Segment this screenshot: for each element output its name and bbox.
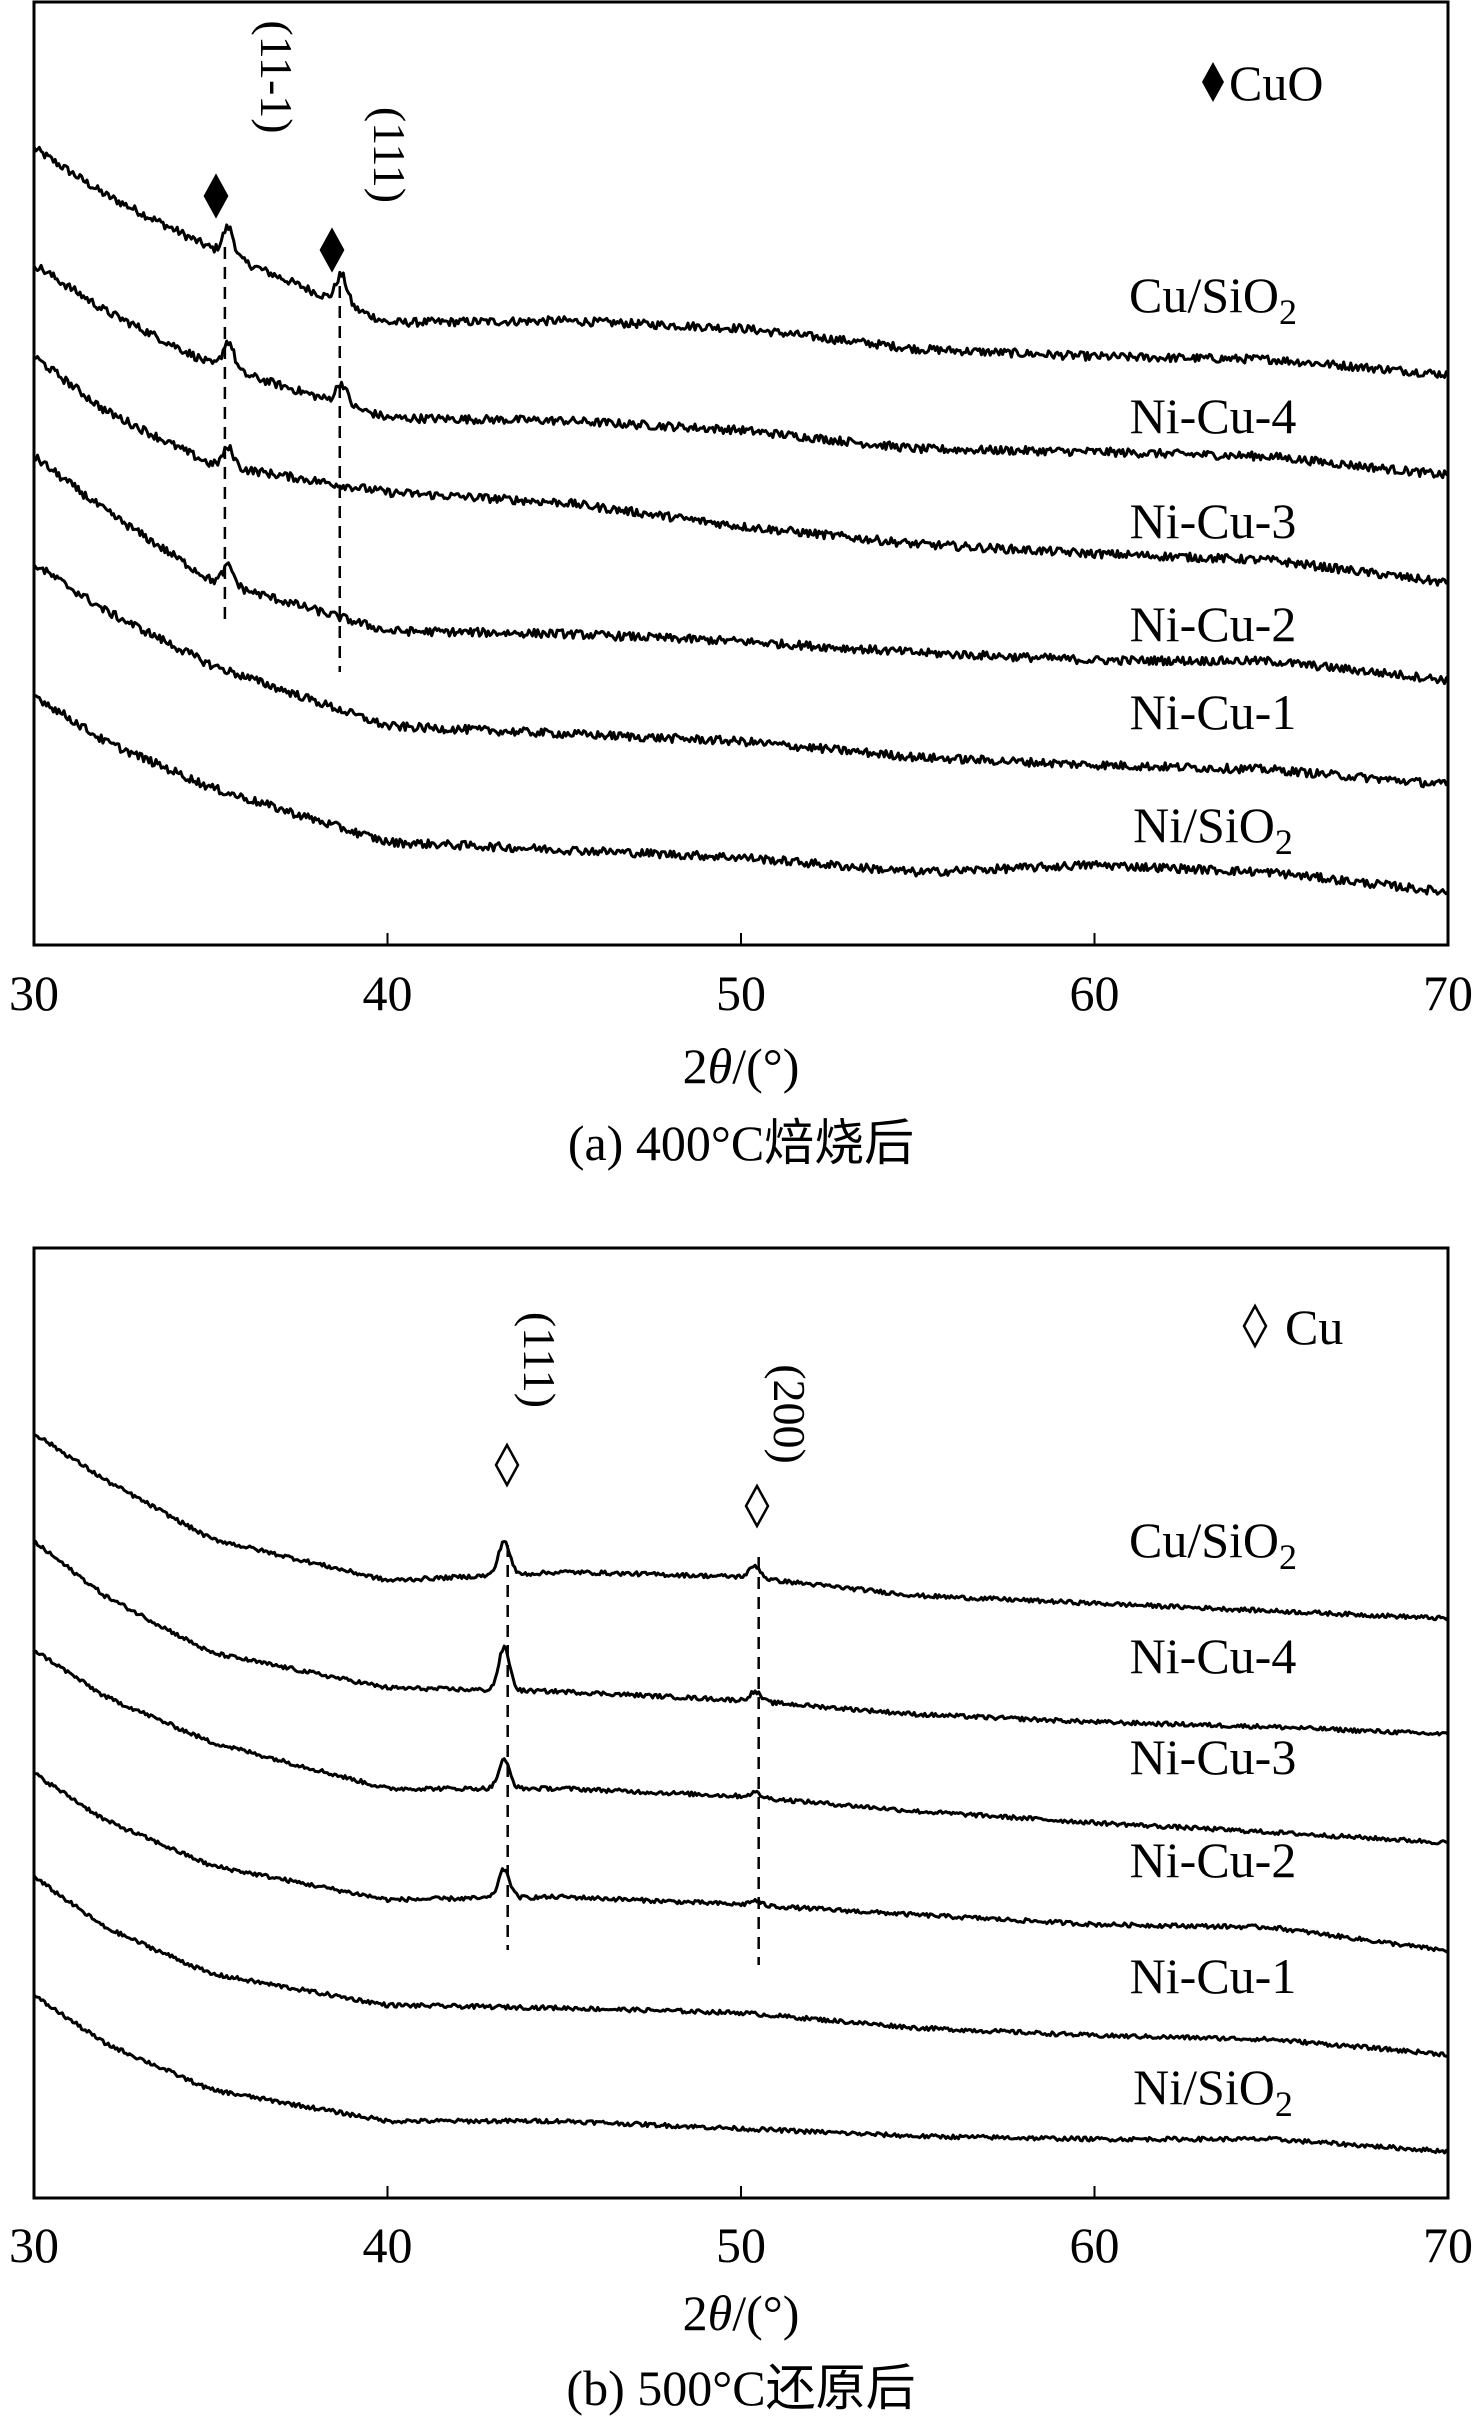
series-label: Ni-Cu-1 (1130, 1948, 1297, 2004)
series-line-ni-cu-1 (32, 563, 1450, 789)
chart-caption: (b) 500°C还原后 (566, 2360, 915, 2416)
plot-frame (32, 1246, 1450, 2200)
series-label: Ni-Cu-2 (1130, 596, 1297, 652)
series-label: Ni/SiO2 (1133, 2059, 1293, 2124)
series-label: Ni-Cu-2 (1130, 1832, 1297, 1888)
peak-index-label: (200) (764, 1364, 815, 1464)
legend-open-diamond-icon (1242, 1303, 1268, 1349)
x-tick-label: 40 (363, 2217, 413, 2273)
series-label: Ni-Cu-1 (1130, 684, 1297, 740)
chart-caption: (a) 400°C焙烧后 (568, 1115, 914, 1171)
series-line-ni-cu-2 (33, 1772, 1449, 1954)
legend-label: CuO (1229, 55, 1323, 111)
x-tick-label: 70 (1423, 2217, 1473, 2273)
filled-diamond-icon (203, 173, 229, 219)
series-label: Ni-Cu-3 (1130, 493, 1297, 549)
filled-diamond-icon (319, 227, 345, 273)
x-tick-label: 70 (1423, 965, 1473, 1021)
open-diamond-icon (494, 1442, 520, 1488)
series-label: Ni-Cu-3 (1130, 1729, 1297, 1785)
series-line-ni-sio2 (34, 694, 1450, 896)
x-tick-label: 40 (363, 965, 413, 1021)
series-line-cu-sio2 (32, 145, 1449, 379)
legend-filled-diamond-icon (1202, 62, 1224, 102)
x-axis-label: 2θ/(°) (683, 1038, 800, 1094)
series-line-ni-cu-4 (32, 263, 1449, 480)
x-tick-label: 30 (9, 965, 59, 1021)
x-tick-label: 50 (716, 965, 766, 1021)
legend-label: Cu (1285, 1299, 1343, 1355)
chart-panel-b: 30 40 50 60 70 2θ/(°) (b) 500°C还原后 Cu/SiO2 Ni-Cu… (9, 1246, 1473, 2416)
peak-index-label: (111) (514, 1312, 565, 1408)
series-label: Cu/SiO2 (1129, 1512, 1297, 1577)
series-label: Ni-Cu-4 (1130, 1628, 1297, 1684)
series-line-ni-cu-4 (33, 1539, 1450, 1737)
chart-panel-a: 30 40 50 60 70 2θ/(°) (a) 400°C焙烧后 Cu/SiO2 Ni-Cu… (9, 0, 1473, 1171)
open-diamond-icon (744, 1483, 770, 1529)
x-tick-label: 60 (1070, 2217, 1120, 2273)
series-label: Cu/SiO2 (1129, 267, 1297, 332)
series-label: Ni/SiO2 (1133, 797, 1293, 862)
x-tick-label: 60 (1070, 965, 1120, 1021)
peak-index-label: (11-1) (251, 20, 302, 133)
series-line-ni-cu-1 (32, 1874, 1449, 2058)
x-tick-label: 50 (716, 2217, 766, 2273)
series-line-ni-cu-2 (33, 453, 1450, 686)
peak-index-label: (111) (364, 107, 415, 203)
x-axis-label: 2θ/(°) (683, 2285, 800, 2341)
series-line-ni-cu-3 (33, 1649, 1448, 1846)
series-label: Ni-Cu-4 (1130, 388, 1297, 444)
series-line-ni-sio2 (32, 1993, 1450, 2155)
series-line-ni-cu-3 (33, 355, 1449, 587)
series-line-cu-sio2 (33, 1433, 1450, 1622)
x-tick-label: 30 (9, 2217, 59, 2273)
